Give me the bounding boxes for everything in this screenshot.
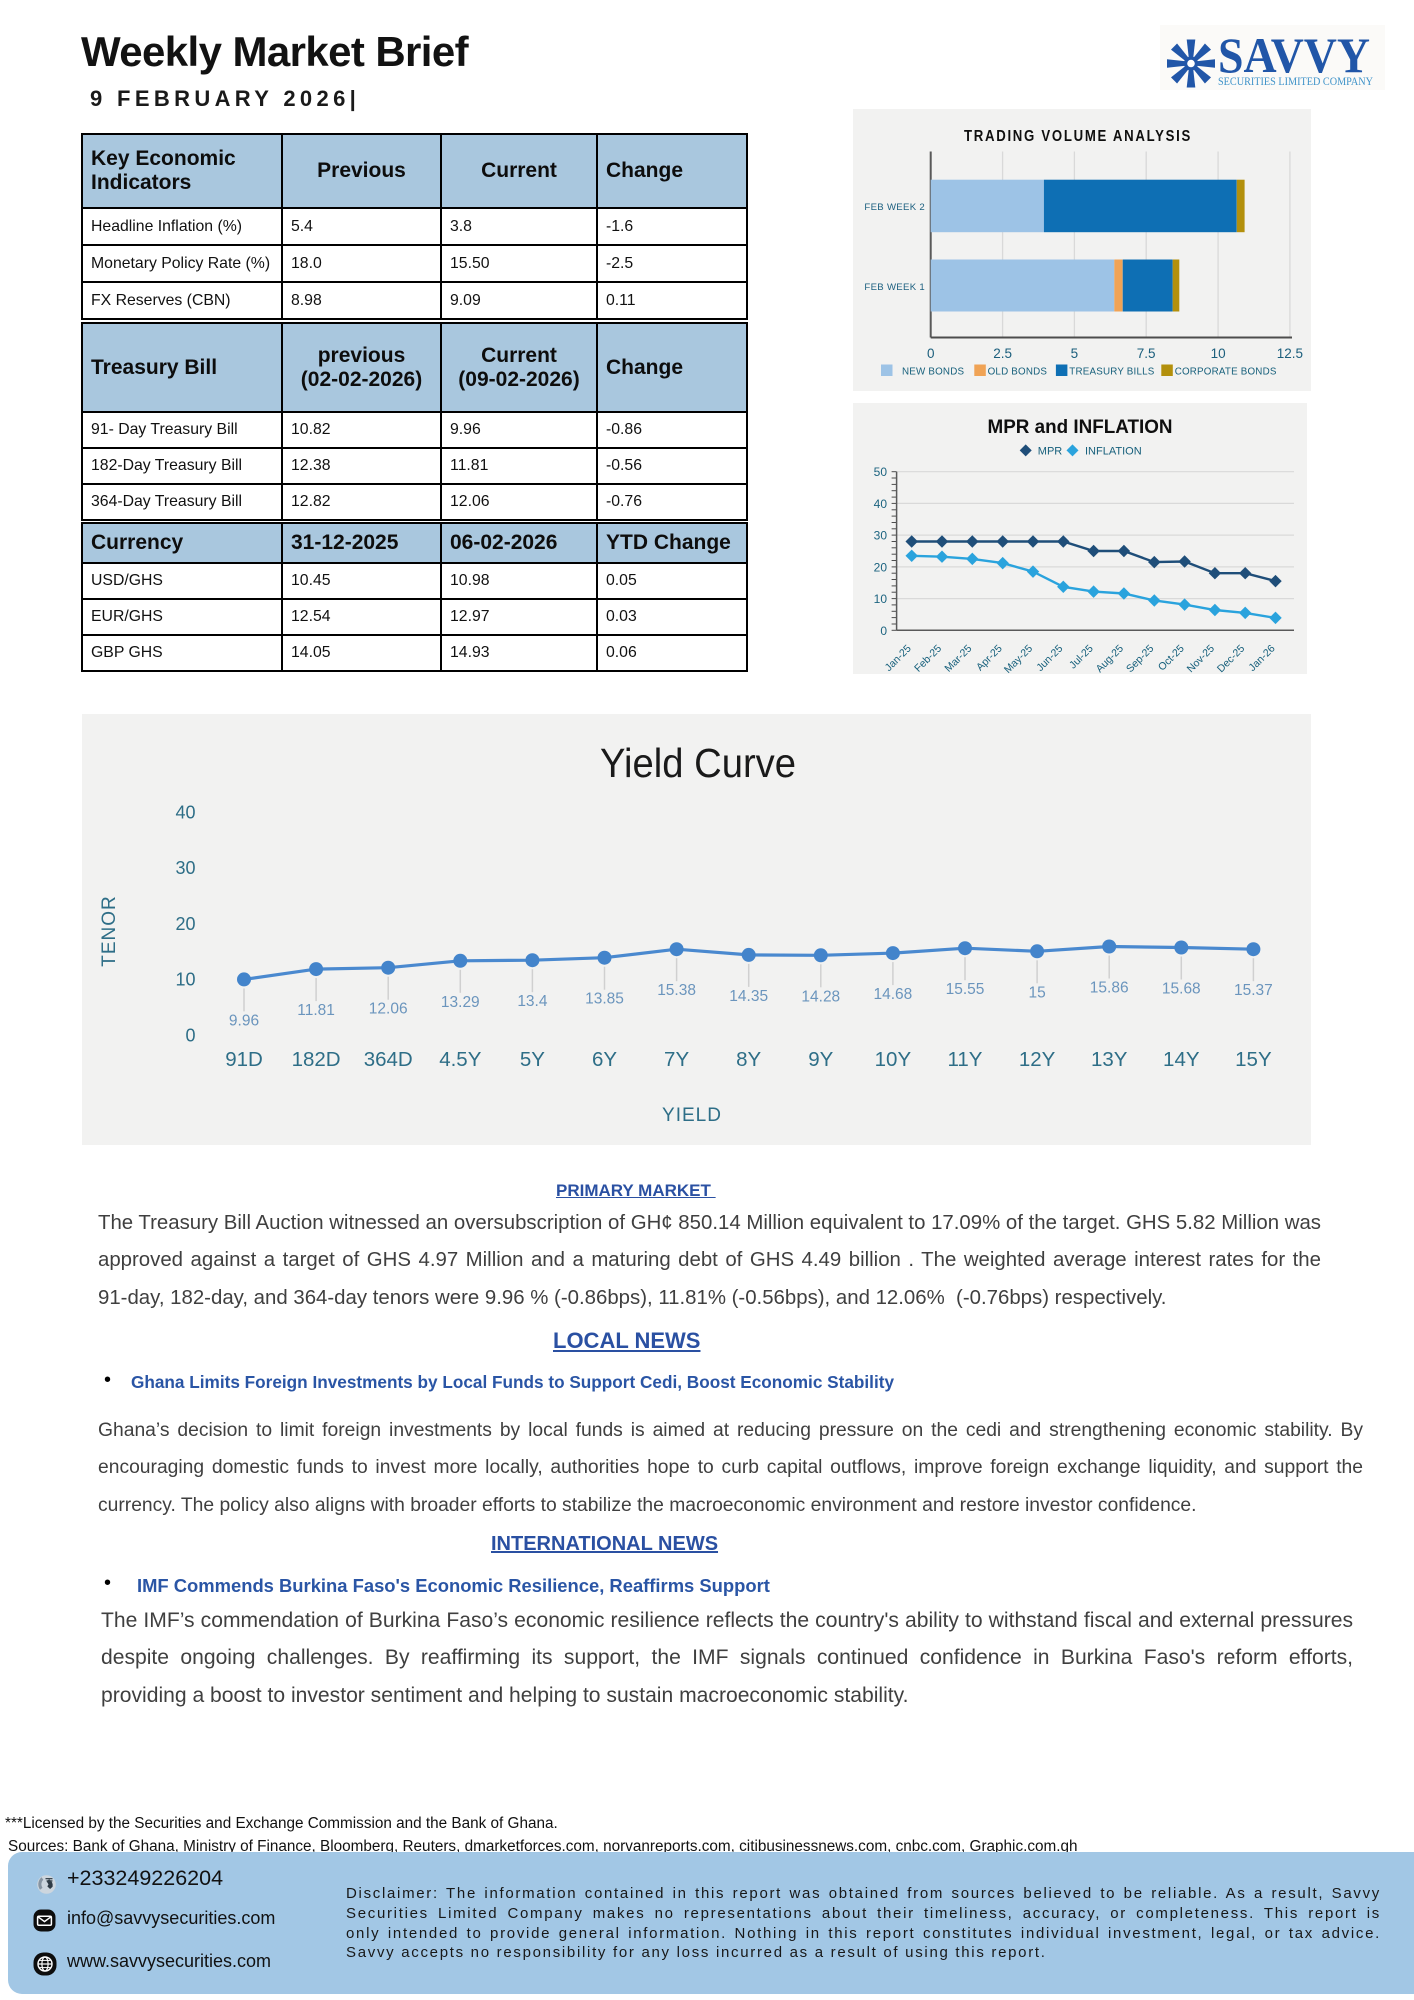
svg-text:15.38: 15.38 bbox=[657, 982, 696, 999]
svg-text:FEB WEEK 1: FEB WEEK 1 bbox=[864, 282, 925, 293]
svg-text:OLD BONDS: OLD BONDS bbox=[988, 367, 1048, 378]
svg-text:TENOR: TENOR bbox=[99, 895, 120, 967]
svg-text:10: 10 bbox=[1211, 346, 1226, 361]
svg-text:7Y: 7Y bbox=[664, 1048, 689, 1071]
svg-text:NEW BONDS: NEW BONDS bbox=[902, 367, 964, 378]
svg-text:12Y: 12Y bbox=[1019, 1048, 1056, 1071]
svg-text:40: 40 bbox=[874, 497, 888, 511]
svg-text:MPR: MPR bbox=[1038, 446, 1063, 458]
svg-text:15Y: 15Y bbox=[1235, 1048, 1272, 1071]
svg-text:12.06: 12.06 bbox=[369, 1001, 408, 1018]
svg-text:10Y: 10Y bbox=[875, 1048, 912, 1071]
svg-text:20: 20 bbox=[175, 914, 195, 934]
svg-text:MPR and INFLATION: MPR and INFLATION bbox=[988, 417, 1173, 438]
svg-text:2.5: 2.5 bbox=[993, 346, 1012, 361]
svg-text:TRADING VOLUME ANALYSIS: TRADING VOLUME ANALYSIS bbox=[964, 128, 1192, 145]
svg-text:11Y: 11Y bbox=[948, 1048, 983, 1071]
svg-text:182D: 182D bbox=[292, 1048, 341, 1071]
svg-text:CORPORATE BONDS: CORPORATE BONDS bbox=[1175, 367, 1277, 378]
svg-text:14.35: 14.35 bbox=[729, 988, 768, 1005]
svg-text:9Y: 9Y bbox=[808, 1048, 833, 1071]
svg-text:15: 15 bbox=[1028, 984, 1045, 1001]
svg-text:364D: 364D bbox=[364, 1048, 413, 1071]
svg-text:15.68: 15.68 bbox=[1162, 981, 1201, 998]
svg-text:8Y: 8Y bbox=[736, 1048, 761, 1071]
svg-text:TREASURY BILLS: TREASURY BILLS bbox=[1069, 367, 1154, 378]
svg-text:20: 20 bbox=[874, 560, 888, 574]
svg-text:40: 40 bbox=[175, 802, 195, 822]
svg-text:10: 10 bbox=[874, 592, 888, 606]
svg-text:SAVVY: SAVVY bbox=[1218, 27, 1370, 83]
svg-text:FEB WEEK 2: FEB WEEK 2 bbox=[864, 202, 925, 213]
svg-text:9.96: 9.96 bbox=[229, 1012, 259, 1029]
svg-text:14.68: 14.68 bbox=[874, 986, 913, 1003]
svg-text:13.4: 13.4 bbox=[517, 993, 548, 1010]
svg-text:10: 10 bbox=[175, 970, 195, 990]
svg-text:YIELD: YIELD bbox=[662, 1105, 722, 1126]
svg-text:13.85: 13.85 bbox=[585, 991, 624, 1008]
svg-text:15.55: 15.55 bbox=[946, 981, 985, 998]
svg-text:13.29: 13.29 bbox=[441, 994, 480, 1011]
svg-text:14.28: 14.28 bbox=[801, 988, 840, 1005]
svg-text:0: 0 bbox=[927, 346, 935, 361]
svg-text:30: 30 bbox=[874, 529, 888, 543]
svg-text:15.37: 15.37 bbox=[1234, 982, 1273, 999]
svg-text:INFLATION: INFLATION bbox=[1085, 446, 1142, 458]
svg-text:11.81: 11.81 bbox=[297, 1002, 335, 1019]
svg-text:SECURITIES LIMITED COMPANY: SECURITIES LIMITED COMPANY bbox=[1218, 74, 1373, 88]
svg-text:6Y: 6Y bbox=[592, 1048, 617, 1071]
svg-text:15.86: 15.86 bbox=[1090, 980, 1129, 997]
svg-text:30: 30 bbox=[175, 858, 195, 878]
svg-text:0: 0 bbox=[880, 624, 887, 638]
svg-text:5Y: 5Y bbox=[520, 1048, 545, 1071]
svg-text:0: 0 bbox=[185, 1026, 195, 1046]
svg-text:14Y: 14Y bbox=[1163, 1048, 1200, 1071]
svg-text:13Y: 13Y bbox=[1091, 1048, 1128, 1071]
svg-text:4.5Y: 4.5Y bbox=[439, 1048, 481, 1071]
svg-text:50: 50 bbox=[874, 465, 888, 479]
svg-text:5: 5 bbox=[1071, 346, 1079, 361]
svg-text:7.5: 7.5 bbox=[1137, 346, 1156, 361]
svg-text:91D: 91D bbox=[225, 1048, 263, 1071]
svg-text:Yield Curve: Yield Curve bbox=[600, 740, 796, 786]
svg-text:12.5: 12.5 bbox=[1277, 346, 1303, 361]
